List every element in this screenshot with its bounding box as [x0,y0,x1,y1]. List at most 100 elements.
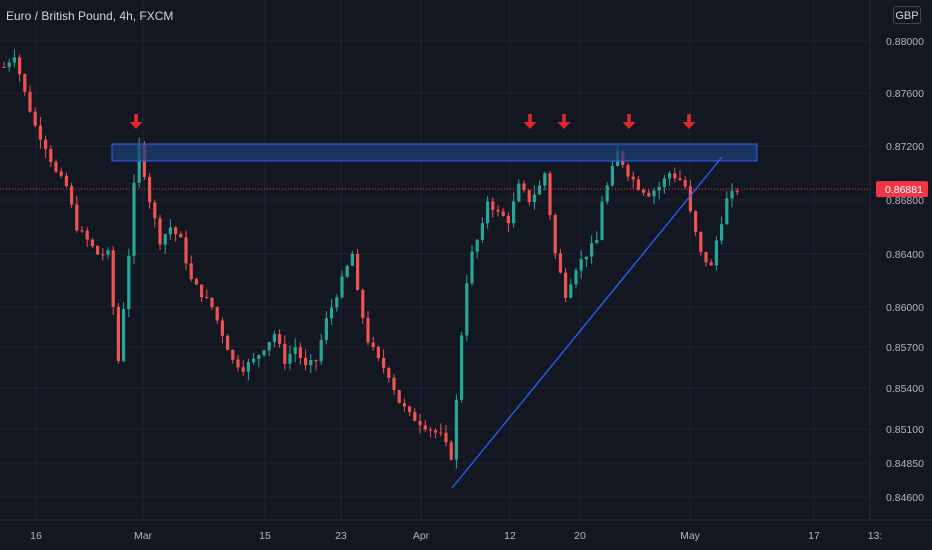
resistance-zone[interactable] [111,143,758,162]
candle-body [397,390,401,404]
candle-body [501,211,505,216]
candle-body [600,201,604,240]
candle-body [553,215,557,254]
time-tick-label: 15 [259,530,271,542]
candle-body [548,173,552,216]
candle-body [454,399,458,460]
candle-body [486,201,490,224]
candle-body [314,360,318,362]
candle-body [392,377,396,391]
price-tick-label: 0.85700 [886,342,924,354]
candle-body [54,162,58,172]
down-arrow-marker [622,114,636,129]
price-tick-label: 0.87200 [886,141,924,153]
candle-body [345,265,349,277]
candle-body [267,341,271,351]
candle-body [12,57,16,63]
candle-body [38,125,42,140]
down-arrow-marker [129,114,143,129]
candle-body [44,139,48,150]
candle-body [506,215,510,224]
price-tick-label: 0.87600 [886,88,924,100]
candle-body [590,243,594,257]
candle-body [340,276,344,298]
candle-body [413,412,417,422]
candle-body [402,403,406,407]
candle-body [584,256,588,260]
price-tick-label: 0.86000 [886,302,924,314]
current-price-text: 0.86881 [885,184,923,196]
current-price-label: 0.86881 [876,181,928,198]
candle-body [335,297,339,308]
candle-body [662,178,666,187]
time-axis[interactable]: 16 Mar 15 23 Apr 12 20 May 17 13: [30,530,882,542]
candle-body [122,309,126,362]
candle-body [283,343,287,364]
candle-body [704,251,708,263]
candle-body [418,421,422,426]
candle-body [148,176,152,203]
trendline[interactable] [451,156,723,489]
candle-body [408,406,412,413]
candle-body [699,231,703,252]
down-arrow-marker [682,114,696,129]
candle-body [330,307,334,319]
drawings[interactable] [111,114,758,489]
candle-body [564,272,568,298]
candle-body [376,347,380,358]
candle-body [382,357,386,369]
candle-body [293,347,297,354]
candle-body [688,186,692,212]
time-tick-label: 23 [335,530,347,542]
candle-body [23,74,27,92]
candle-body [532,194,536,203]
candle-body [668,173,672,179]
candle-body [683,180,687,187]
candle-body [735,190,739,192]
currency-button[interactable]: GBP [893,6,921,24]
candle-body [7,62,11,68]
candle-body [127,255,131,310]
candle-body [657,186,661,191]
candle-body [673,173,677,179]
candle-body [64,175,68,187]
price-tick-label: 0.86800 [886,195,924,207]
candle-body [262,350,266,355]
candle-body [241,367,245,372]
candle-body [366,317,370,343]
candle-body [595,239,599,244]
grid-lines [0,0,870,520]
candle-body [158,218,162,245]
candle-body [90,239,94,247]
candle-body [215,307,219,321]
price-tick-label: 0.84600 [886,492,924,504]
candle-body [356,253,360,291]
candle-body [491,201,495,210]
candle-body [460,335,464,400]
candle-body [153,202,157,219]
down-arrow-marker [557,114,571,129]
price-tick-label: 0.88000 [886,36,924,48]
candle-body [428,429,432,431]
candle-body [49,149,53,163]
price-axis[interactable]: 0.88000 0.87600 0.87200 0.86800 0.86400 0.860… [886,36,924,504]
price-tick-label: 0.85400 [886,383,924,395]
candle-body [298,347,302,358]
time-tick-label: 16 [30,530,42,542]
candle-body [85,230,89,240]
candle-body [371,342,375,348]
candle-body [18,57,22,75]
candle-body [184,237,188,264]
candle-body [252,358,256,363]
candle-body [236,359,240,368]
candle-body [246,362,250,372]
candle-body [101,254,105,256]
candle-body [444,432,448,443]
candle-body [714,240,718,266]
time-tick-label: May [680,530,701,542]
price-tick-label: 0.84850 [886,458,924,470]
candle-body [361,290,365,318]
candle-body [475,239,479,252]
